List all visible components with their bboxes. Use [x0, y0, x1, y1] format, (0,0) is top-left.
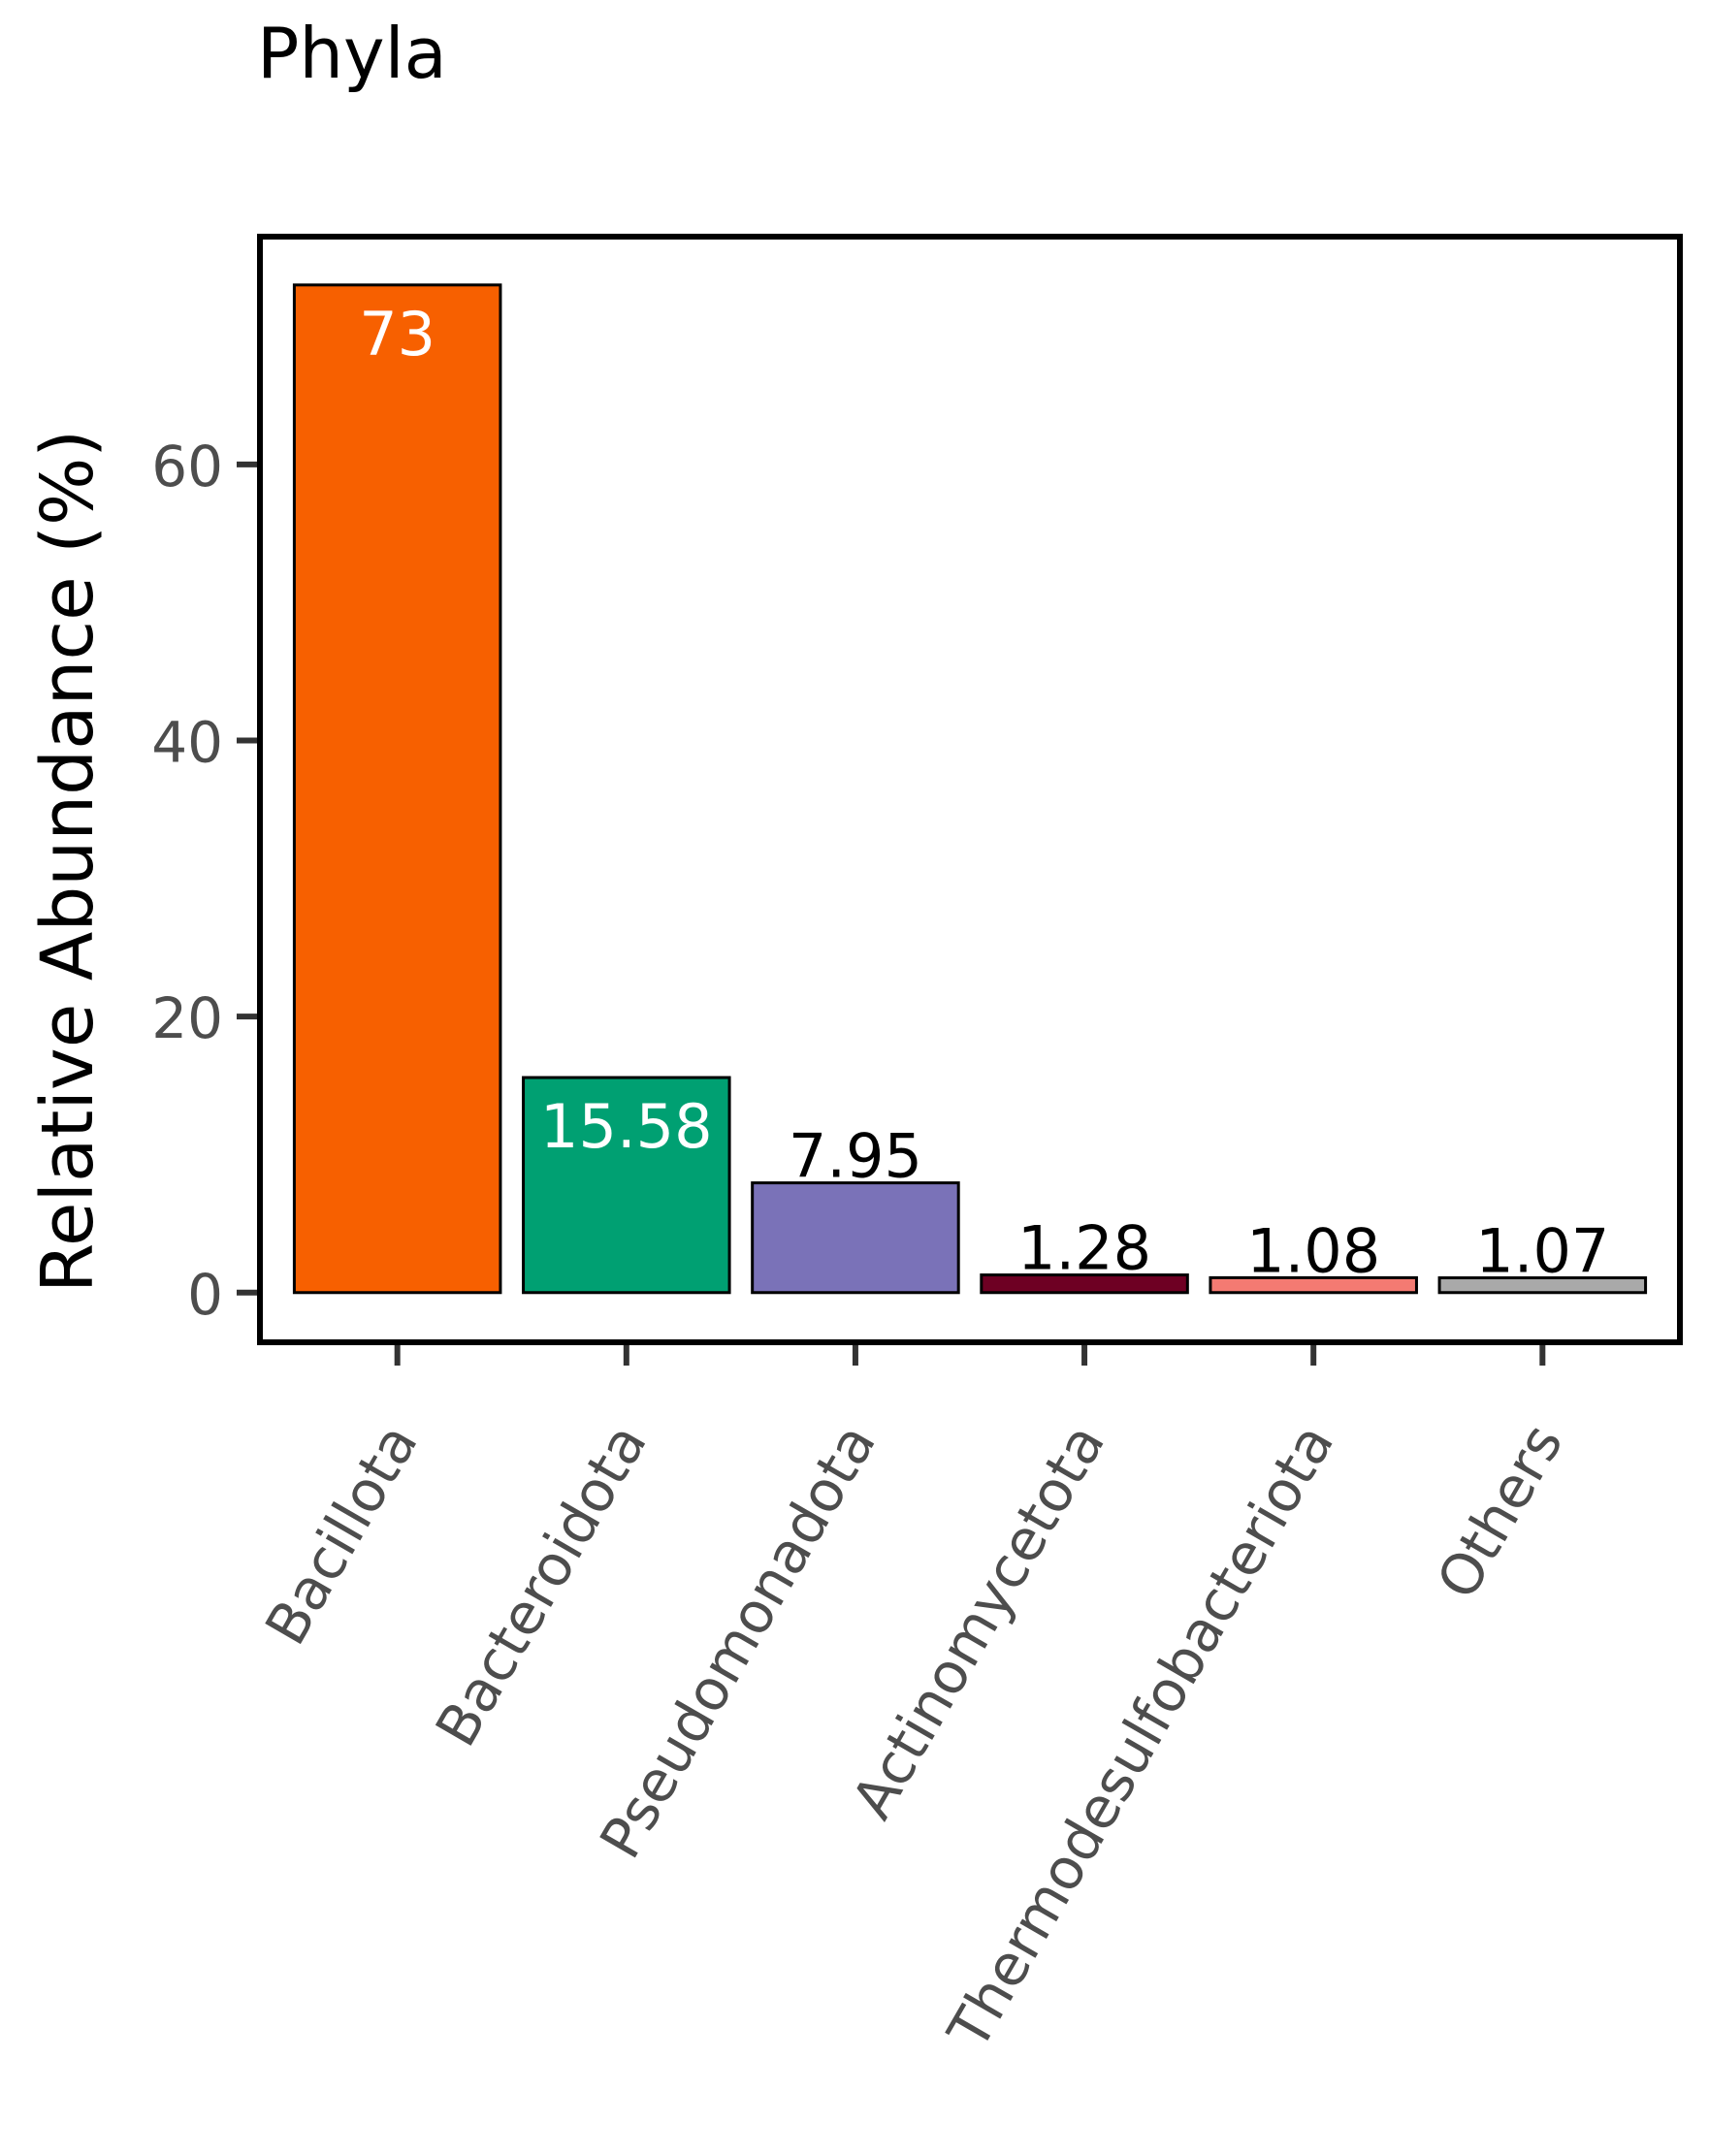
data-label: 73: [359, 299, 435, 370]
data-label: 1.07: [1475, 1216, 1609, 1287]
bar-actinomycetota: [980, 1273, 1189, 1295]
x-tick-label: Others: [1424, 1413, 1575, 1610]
y-tick-label: 20: [151, 985, 223, 1051]
y-tick-label: 40: [151, 709, 223, 775]
chart-title: Phyla: [257, 13, 447, 94]
x-tick-label: Bacillota: [252, 1413, 431, 1656]
data-labels: 73 15.58 7.95 1.28 1.08 1.07: [359, 299, 1609, 1287]
y-tick-label: 60: [151, 434, 223, 499]
y-axis-title: Relative Abundance (%): [26, 430, 110, 1293]
data-label: 7.95: [789, 1121, 922, 1192]
x-tick-label: Actinomycetota: [839, 1413, 1117, 1829]
y-tick-label: 0: [187, 1262, 223, 1328]
data-label: 1.28: [1017, 1213, 1151, 1284]
plot-panel: [257, 234, 1683, 1345]
bar-bacteroidota: [522, 1076, 731, 1295]
axis-ticks: 0 20 40 60: [151, 434, 1546, 1366]
bars: [292, 283, 1648, 1295]
bar-others: [1437, 1276, 1648, 1295]
x-tick-labels: BacillotaBacteroidotaPseudomonadotaActin…: [252, 1413, 1575, 2061]
x-tick-label: Thermodesulfobacteriota: [935, 1413, 1347, 2061]
bar-thermodesulfobacteriota: [1209, 1275, 1418, 1295]
bar-pseudomonadota: [751, 1181, 960, 1295]
data-label: 1.08: [1246, 1215, 1380, 1286]
bar-bacillota: [292, 283, 502, 1295]
data-label: 15.58: [540, 1091, 713, 1162]
x-tick-label: Bacteroidota: [423, 1413, 660, 1757]
